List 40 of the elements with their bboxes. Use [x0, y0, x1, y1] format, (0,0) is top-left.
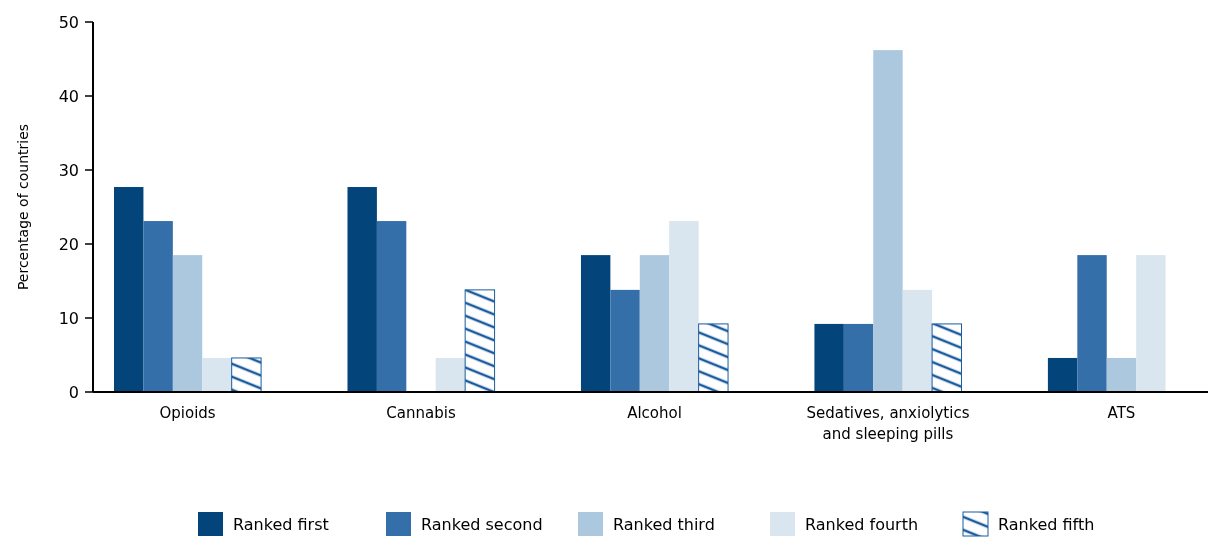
x-tick-label: Alcohol: [627, 404, 682, 422]
legend-label: Ranked first: [233, 515, 329, 534]
legend-label: Ranked second: [421, 515, 543, 534]
bar: [1077, 255, 1107, 392]
x-tick-label: Cannabis: [386, 404, 456, 422]
y-axis-title: Percentage of countries: [15, 123, 31, 291]
bar: [1047, 357, 1078, 392]
x-tick-label: ATS: [1107, 404, 1136, 422]
bar: [843, 323, 874, 392]
bar: [580, 255, 611, 392]
bar: [1136, 255, 1166, 392]
bar: [873, 50, 903, 392]
y-tick-label: 30: [58, 160, 79, 180]
y-tick-label: 10: [58, 308, 79, 328]
y-tick-label: 0: [68, 382, 79, 402]
y-tick-label: 40: [58, 86, 79, 106]
bar: [376, 221, 407, 392]
bar: [1106, 357, 1137, 392]
bar: [172, 255, 203, 392]
x-tick-label: Sedatives, anxiolytics and sleeping pills: [806, 404, 970, 443]
bar: [902, 289, 933, 392]
bar: [698, 323, 729, 393]
bar: [231, 357, 262, 393]
legend-label: Ranked fifth: [998, 515, 1095, 534]
bar: [202, 357, 232, 392]
bar: [931, 323, 963, 393]
bar: [639, 255, 670, 392]
bar: [114, 187, 144, 392]
bar: [814, 323, 844, 392]
bar: [347, 187, 377, 392]
y-tick-label: 20: [58, 234, 79, 254]
bar: [610, 289, 640, 392]
bar: [435, 357, 466, 392]
x-tick-label: Opioids: [159, 404, 216, 422]
legend-label: Ranked third: [613, 515, 715, 534]
bar: [143, 221, 173, 392]
bar: [464, 289, 496, 393]
legend-label: Ranked fourth: [805, 515, 919, 534]
bar: [669, 221, 699, 392]
y-tick-label: 50: [58, 12, 79, 32]
